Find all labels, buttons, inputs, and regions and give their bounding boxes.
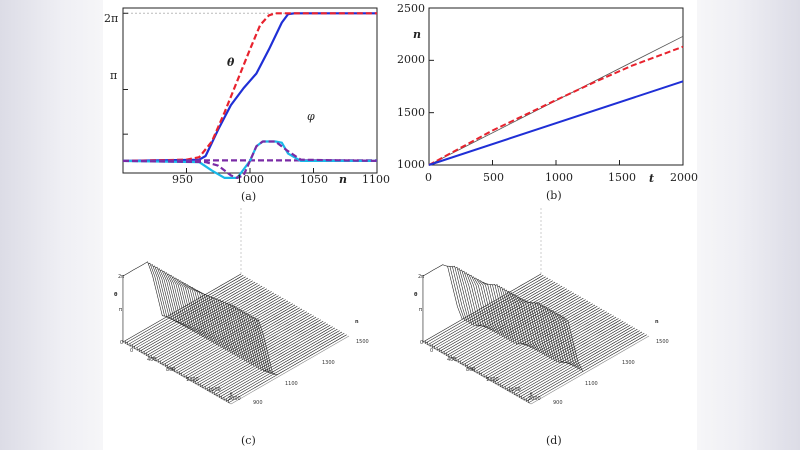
panel-a-xtick-1100: 1100 (362, 173, 390, 186)
slice-0 (422, 264, 542, 343)
series-a-4 (122, 140, 378, 179)
panel-c-surface (122, 208, 350, 405)
panel-b-ytick-1000: 1000 (397, 158, 425, 171)
series-b-1 (428, 45, 684, 166)
panel-c-front-axis-label: t (230, 392, 233, 398)
panel-c-side-axis-label: n (355, 319, 359, 325)
panel-b-xtick-0: 0 (425, 171, 432, 184)
panel-d-side-tick-900: 900 (553, 400, 563, 406)
side-axis-line (530, 335, 650, 405)
panel-d-front-tick-400: 400 (447, 357, 457, 363)
panel-a-ytick-2pi: 2π (104, 12, 118, 25)
panel-d-side-axis-label: n (655, 319, 659, 325)
panel-b-series (428, 35, 684, 166)
panel-d-side-tick-1300: 1300 (622, 360, 635, 366)
panel-b-ytick-1500: 1500 (397, 106, 425, 119)
panel-c-front-tick-1200: 1200 (186, 377, 199, 383)
panel-b-xtick-1500: 1500 (608, 171, 636, 184)
panel-c-ztick-pi: π (119, 307, 122, 313)
panel-d-front-tick-1600: 1600 (508, 387, 521, 393)
panel-d-front-tick-0: 0 (430, 348, 433, 354)
panel-c-front-tick-400: 400 (147, 357, 157, 363)
series-a-0 (122, 12, 377, 162)
panel-d-surface (422, 208, 650, 405)
panel-d-front-tick-800: 800 (466, 367, 476, 373)
panel-b-ytick-2500: 2500 (397, 2, 425, 15)
panel-b: 2500 2000 1500 1000 n 0 500 1000 1500 20… (397, 2, 698, 202)
panel-b-frame (428, 7, 684, 166)
slice-0 (122, 261, 242, 343)
series-b-2 (428, 80, 684, 166)
series-b-0 (428, 35, 684, 166)
panel-d-side-tick-1100: 1100 (585, 381, 598, 387)
panel-c-side-tick-1100: 1100 (285, 381, 298, 387)
panel-a-frame (122, 7, 378, 174)
caption-d: (d) (546, 434, 562, 447)
panel-c-side-tick-900: 900 (253, 400, 263, 406)
panel-d-front-axis-label: t (530, 392, 533, 398)
caption-a: (a) (241, 190, 256, 203)
panel-d-side-tick-1500: 1500 (656, 339, 669, 345)
panel-c-front-tick-0: 0 (130, 348, 133, 354)
panel-b-xlabel: t (649, 172, 654, 185)
panel-b-ylabel: n (413, 28, 421, 41)
panel-c-front-tick-1600: 1600 (208, 387, 221, 393)
panel-b-ytick-2000: 2000 (397, 53, 425, 66)
annotation-phi: φ (307, 110, 315, 123)
surface-slices (422, 264, 647, 404)
panel-a-series (122, 12, 378, 179)
panel-a-xtick-1000: 1000 (236, 173, 264, 186)
series-a-1 (122, 12, 377, 162)
caption-c: (c) (241, 434, 256, 447)
background-blur-right (697, 0, 800, 450)
panel-a: 2π π 950 1000 1050 1100 n θ φ (a) (104, 7, 390, 203)
panel-a-gridlines (123, 12, 377, 173)
background-blur-left (0, 0, 103, 450)
panel-a-xlabel: n (339, 173, 347, 186)
panel-d-front-tick-2000: 2000 (528, 396, 541, 402)
side-axis-line (230, 335, 350, 405)
annotation-theta: θ (227, 56, 235, 69)
panel-c-ztick-2pi: 2π (118, 274, 124, 280)
panel-b-xtick-1000: 1000 (545, 171, 573, 184)
panel-b-ticks (429, 59, 620, 165)
panel-d: 2π π 0 θ 0 400 800 1200 1600 2000 t 900 … (414, 208, 669, 447)
panel-d-ztick-2pi: 2π (418, 274, 424, 280)
panel-d-ztick-pi: π (419, 307, 422, 313)
panel-c: 2π π 0 θ 0 400 800 1200 1600 2000 t 900 … (114, 208, 369, 447)
panel-b-xtick-500: 500 (483, 171, 504, 184)
panel-c-front-tick-2000: 2000 (228, 396, 241, 402)
caption-b: (b) (546, 189, 562, 202)
surface-slices (122, 261, 347, 404)
panel-c-zlabel: θ (114, 292, 118, 298)
panel-c-side-tick-1500: 1500 (356, 339, 369, 345)
panel-d-front-tick-1200: 1200 (486, 377, 499, 383)
panel-c-ztick-0: 0 (120, 340, 123, 346)
panel-a-xtick-1050: 1050 (300, 173, 328, 186)
panel-d-ztick-0: 0 (420, 340, 423, 346)
panel-a-ytick-pi: π (110, 69, 117, 82)
panel-b-xtick-2000: 2000 (670, 171, 698, 184)
panel-c-side-tick-1300: 1300 (322, 360, 335, 366)
panel-d-zlabel: θ (414, 292, 418, 298)
panel-a-xtick-950: 950 (172, 173, 193, 186)
panel-c-front-tick-800: 800 (166, 367, 176, 373)
